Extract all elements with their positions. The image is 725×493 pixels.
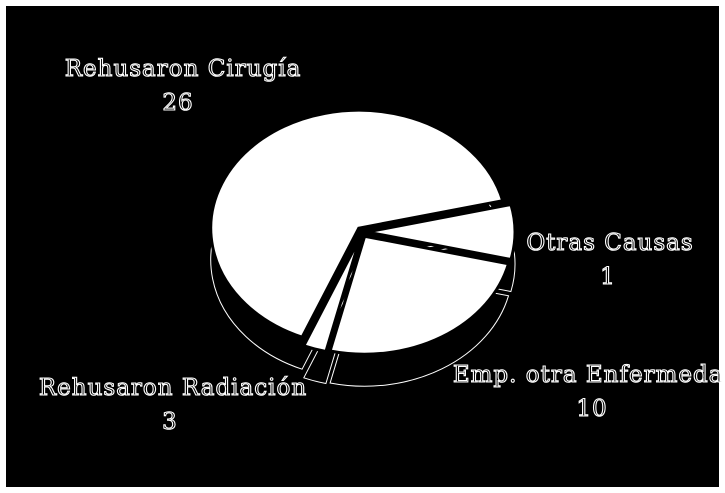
slice-label-otras-causas: Otras Causas: [526, 230, 693, 256]
slice-value-otras-causas: 1: [600, 264, 616, 290]
pie-slices: [209, 108, 517, 356]
slice-label-rehusaron-cirugia: Rehusaron Cirugía: [65, 56, 302, 82]
pie-slice-emp-otra-enfermedad: [328, 234, 511, 356]
slice-label-rehusaron-radiacion: Rehusaron Radiación: [39, 375, 307, 401]
slice-value-rehusaron-cirugia: 26: [162, 90, 193, 116]
slice-value-emp-otra-enfermedad: 10: [576, 396, 607, 422]
pie-slice-rehusaron-cirugia: [209, 108, 505, 340]
slice-value-rehusaron-radiacion: 3: [162, 409, 178, 435]
pie-slice-rehusaron-radiacion: [366, 202, 517, 262]
slice-label-emp-otra-enfermedad: Emp. otra Enfermedad: [453, 362, 725, 388]
pie-slice-otras-causas: [301, 236, 362, 354]
